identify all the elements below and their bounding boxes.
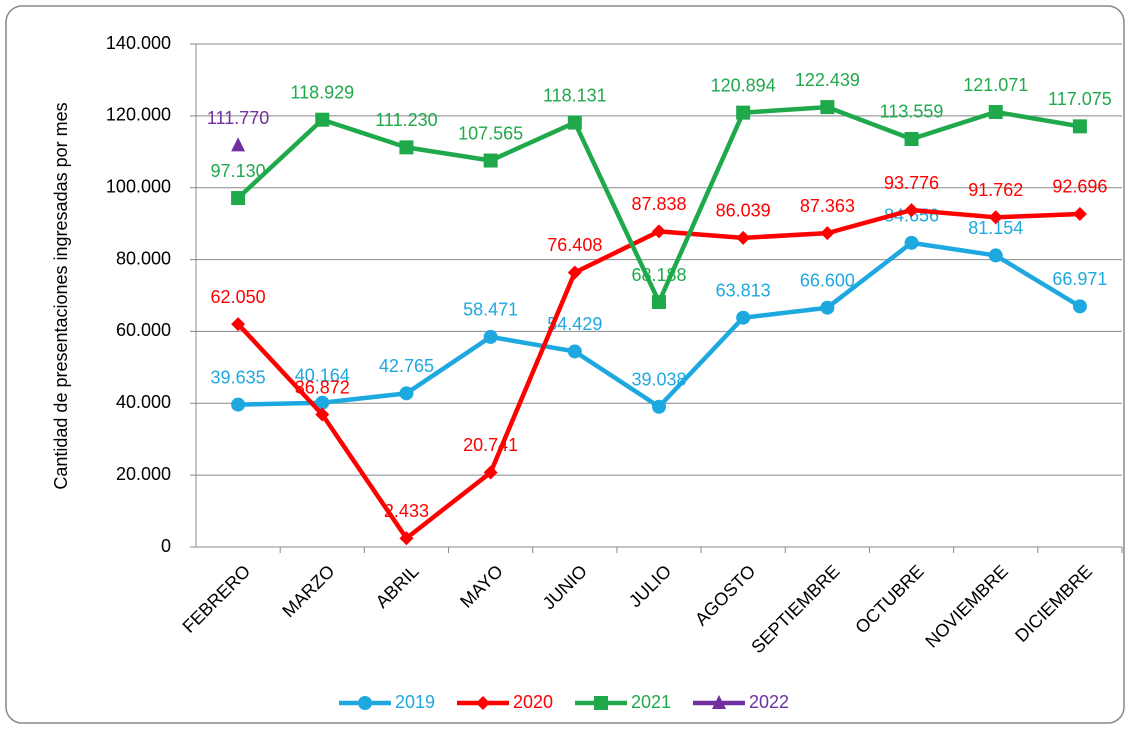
- data-label: 54.429: [547, 314, 602, 334]
- data-point: [399, 386, 414, 401]
- data-point: [399, 531, 414, 546]
- data-point: [567, 344, 582, 359]
- y-tick-label: 60.000: [116, 320, 171, 340]
- data-point: [315, 395, 330, 410]
- data-point: [820, 100, 835, 115]
- data-point: [736, 310, 751, 325]
- data-label: 39.635: [211, 367, 266, 387]
- legend-marker: [712, 695, 726, 709]
- data-point: [820, 300, 835, 315]
- data-label: 58.471: [463, 300, 518, 320]
- data-point: [231, 397, 246, 412]
- data-label: 36.872: [295, 377, 350, 397]
- data-point: [1072, 299, 1087, 314]
- data-point: [231, 191, 246, 206]
- data-label: 62.050: [211, 287, 266, 307]
- legend-label: 2021: [631, 692, 671, 712]
- data-point: [652, 295, 666, 310]
- data-point: [736, 230, 751, 245]
- y-tick-label: 40.000: [116, 392, 171, 412]
- data-label: 2.433: [384, 501, 429, 521]
- data-label: 93.776: [884, 173, 939, 193]
- data-label: 87.838: [631, 194, 686, 214]
- data-label: 42.765: [379, 356, 434, 376]
- data-point: [652, 224, 666, 239]
- data-label: 97.130: [211, 161, 266, 181]
- data-label: 118.131: [543, 85, 607, 105]
- data-label: 91.762: [968, 180, 1023, 200]
- data-point: [988, 248, 1003, 263]
- data-label: 40.164: [295, 365, 350, 385]
- y-axis-title: Cantidad de presentaciones ingresadas po…: [51, 102, 71, 489]
- legend-label: 2019: [395, 692, 435, 712]
- data-label: 122.439: [795, 70, 860, 90]
- data-point: [904, 235, 919, 250]
- legend-marker: [594, 696, 608, 710]
- data-point: [567, 115, 582, 130]
- data-label: 20.741: [463, 435, 518, 455]
- data-label: 86.039: [716, 201, 771, 221]
- data-point: [399, 140, 414, 155]
- data-point: [483, 329, 498, 344]
- data-point: [1072, 206, 1087, 221]
- data-point: [988, 210, 1003, 225]
- data-point: [231, 137, 246, 152]
- data-point: [567, 265, 582, 280]
- data-label: 87.363: [800, 196, 855, 216]
- y-tick-label: 20.000: [116, 464, 171, 484]
- data-label: 111.770: [207, 108, 269, 128]
- y-tick-label: 100.000: [106, 176, 171, 196]
- legend-marker: [476, 696, 490, 710]
- y-tick-label: 80.000: [116, 248, 171, 268]
- data-point: [1072, 119, 1087, 134]
- data-label: 63.813: [716, 280, 771, 300]
- data-label: 117.075: [1048, 89, 1112, 109]
- data-label: 68.188: [631, 265, 686, 285]
- data-label: 107.565: [458, 123, 523, 143]
- data-point: [904, 203, 919, 218]
- legend-marker: [358, 696, 372, 710]
- data-point: [231, 317, 246, 332]
- legend-label: 2020: [513, 692, 553, 712]
- data-point: [483, 153, 498, 168]
- data-label: 39.038: [631, 369, 686, 389]
- y-tick-label: 140.000: [106, 33, 171, 53]
- data-label: 118.929: [290, 82, 354, 102]
- data-label: 113.559: [880, 102, 944, 122]
- data-label: 81.154: [968, 218, 1023, 238]
- legend-label: 2022: [749, 692, 789, 712]
- data-point: [652, 399, 666, 414]
- data-label: 66.971: [1052, 269, 1107, 289]
- data-point: [315, 112, 330, 127]
- data-point: [736, 105, 751, 120]
- y-tick-label: 0: [161, 536, 171, 556]
- data-label: 121.071: [963, 75, 1028, 95]
- data-label: 76.408: [547, 235, 602, 255]
- data-point: [988, 105, 1003, 120]
- chart-frame: [5, 5, 1125, 724]
- data-point: [904, 131, 919, 146]
- data-label: 120.894: [711, 75, 776, 95]
- y-tick-label: 120.000: [106, 105, 171, 125]
- data-point: [483, 465, 498, 480]
- data-label: 92.696: [1052, 177, 1107, 197]
- data-label: 111.230: [375, 110, 437, 130]
- data-point: [820, 226, 835, 241]
- data-point: [315, 407, 330, 422]
- data-label: 66.600: [800, 270, 855, 290]
